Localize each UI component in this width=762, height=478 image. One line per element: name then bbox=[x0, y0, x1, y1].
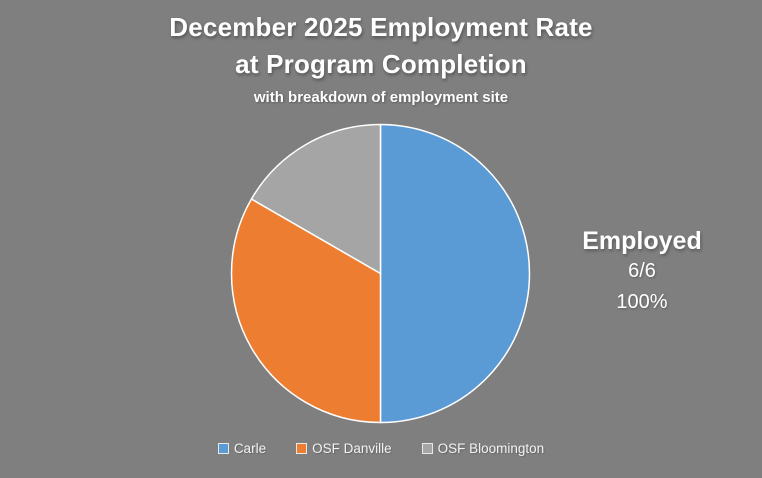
pie-slice-osf-danville[interactable] bbox=[230, 198, 382, 424]
pie-slice-carle[interactable] bbox=[379, 123, 531, 424]
employed-fraction: 6/6 bbox=[628, 260, 656, 282]
legend-marker-carle bbox=[217, 443, 229, 454]
legend-item-carle[interactable]: Carle bbox=[217, 441, 267, 456]
chart-title-line1: December 2025 Employment Rate bbox=[169, 12, 593, 42]
chart-title: December 2025 Employment Rate at Program… bbox=[0, 9, 762, 108]
legend: Carle OSF Danville OSF Bloomington bbox=[0, 441, 762, 456]
employed-annotation: Employed 6/6 100% bbox=[558, 226, 726, 318]
chart-subtitle: with breakdown of employment site bbox=[253, 89, 509, 106]
legend-label-carle: Carle bbox=[233, 441, 267, 456]
legend-item-osf-bloomington[interactable]: OSF Bloomington bbox=[421, 441, 545, 456]
pie-chart bbox=[230, 123, 531, 424]
legend-label-osf-danville: OSF Danville bbox=[312, 441, 392, 456]
legend-marker-osf-bloomington bbox=[421, 443, 433, 454]
employed-heading: Employed bbox=[582, 227, 702, 255]
pie-slice-osf-bloomington[interactable] bbox=[250, 123, 382, 275]
employed-percent: 100% bbox=[616, 291, 668, 313]
legend-marker-osf-danville bbox=[296, 443, 308, 454]
chart-title-line2: at Program Completion bbox=[235, 49, 527, 79]
pie-chart-area bbox=[229, 122, 532, 425]
legend-item-osf-danville[interactable]: OSF Danville bbox=[296, 441, 392, 456]
legend-label-osf-bloomington: OSF Bloomington bbox=[437, 441, 545, 456]
